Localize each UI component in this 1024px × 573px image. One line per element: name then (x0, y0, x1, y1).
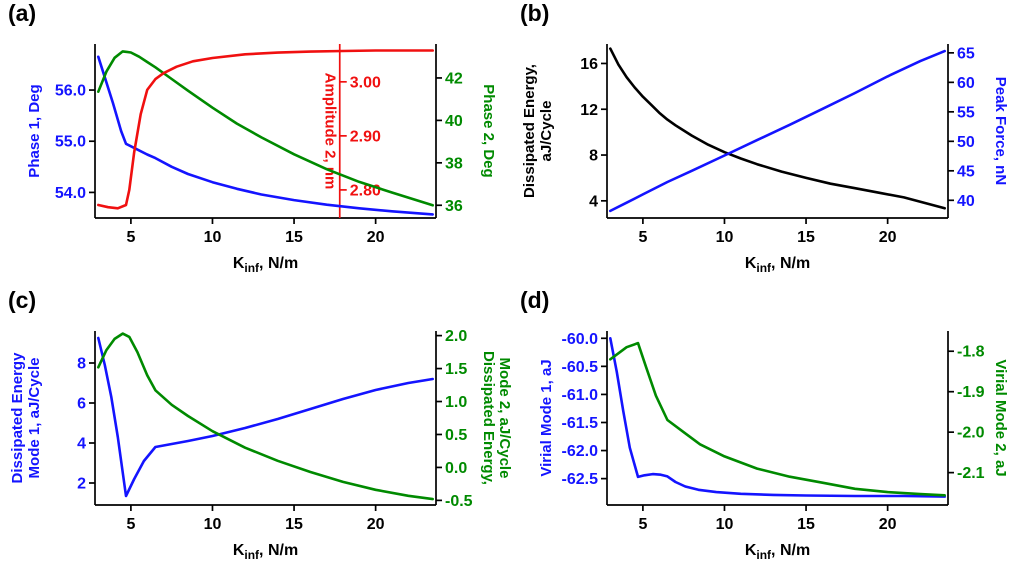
svg-text:10: 10 (716, 516, 734, 533)
svg-text:Peak Force, nN: Peak Force, nN (992, 77, 1009, 185)
svg-text:8: 8 (589, 148, 598, 165)
svg-text:4: 4 (589, 193, 598, 210)
svg-text:20: 20 (367, 229, 385, 246)
svg-text:-1.9: -1.9 (957, 384, 985, 401)
svg-text:12: 12 (580, 102, 598, 119)
svg-text:55: 55 (957, 104, 975, 121)
svg-text:Kinf, N/m: Kinf, N/m (233, 542, 298, 562)
svg-text:aJ/Cycle: aJ/Cycle (538, 101, 555, 162)
panel-label-c: (c) (8, 287, 37, 313)
svg-text:2: 2 (77, 476, 86, 493)
svg-text:15: 15 (797, 516, 815, 533)
svg-text:-60.5: -60.5 (562, 359, 599, 376)
svg-text:-2.0: -2.0 (957, 425, 985, 442)
svg-text:5: 5 (126, 516, 135, 533)
svg-text:-60.0: -60.0 (562, 331, 599, 348)
svg-text:56.0: 56.0 (55, 83, 86, 100)
svg-text:5: 5 (638, 229, 647, 246)
svg-text:Amplitude 2, nm: Amplitude 2, nm (322, 73, 339, 190)
series-virial-mode-1 (609, 336, 947, 498)
series-dissipated-energy-mode-2 (97, 332, 435, 501)
svg-text:6: 6 (77, 396, 86, 413)
svg-text:10: 10 (204, 516, 222, 533)
panel-b: (b) 5 10 15 20 Kinf, N/m 4 8 12 16 Dissipated Ene… (512, 0, 1024, 286)
svg-text:-1.8: -1.8 (957, 344, 985, 361)
svg-text:Mode 1, aJ/Cycle: Mode 1, aJ/Cycle (26, 358, 43, 479)
svg-text:36: 36 (445, 198, 463, 215)
series-dissipated-energy (609, 47, 947, 210)
svg-text:5: 5 (126, 229, 135, 246)
panel-d: (d) 5 10 15 20 Kinf, N/m -62.5 -62.0 -61.5 -61.0… (512, 287, 1024, 573)
svg-text:50: 50 (957, 134, 975, 151)
series-phase-1 (97, 55, 435, 216)
svg-text:-62.5: -62.5 (562, 471, 599, 488)
svg-text:45: 45 (957, 163, 975, 180)
svg-text:42: 42 (445, 70, 463, 87)
svg-text:-0.5: -0.5 (445, 493, 473, 510)
panel-a: (a) 5 10 15 20 Kinf, N/m 54.0 55.0 56.0 Phase 1,… (0, 0, 512, 286)
svg-text:2.90: 2.90 (350, 128, 381, 145)
svg-text:-61.0: -61.0 (562, 387, 599, 404)
series-phase-2 (97, 50, 435, 207)
panel-d-chart: 5 10 15 20 Kinf, N/m -62.5 -62.0 -61.5 -61.0 -60.… (538, 331, 1009, 562)
svg-text:40: 40 (957, 193, 975, 210)
svg-text:Phase 1, Deg: Phase 1, Deg (26, 84, 43, 177)
panel-label-b: (b) (520, 0, 550, 26)
svg-text:0.5: 0.5 (445, 427, 467, 444)
svg-text:3.00: 3.00 (350, 74, 381, 91)
svg-text:10: 10 (204, 229, 222, 246)
svg-text:Kinf, N/m: Kinf, N/m (233, 255, 298, 275)
svg-text:Dissipated Energy: Dissipated Energy (9, 352, 26, 484)
svg-text:-61.5: -61.5 (562, 415, 599, 432)
panel-label-a: (a) (8, 0, 37, 26)
svg-text:20: 20 (879, 516, 897, 533)
series-dissipated-energy-mode-1 (97, 336, 435, 498)
series-peak-force (609, 49, 947, 213)
svg-text:54.0: 54.0 (55, 185, 86, 202)
svg-text:38: 38 (445, 155, 463, 172)
panel-b-chart: 5 10 15 20 Kinf, N/m 4 8 12 16 Dissipated Energy,… (521, 44, 1009, 275)
svg-text:16: 16 (580, 56, 598, 73)
series-virial-mode-2 (609, 341, 947, 497)
svg-text:20: 20 (367, 516, 385, 533)
svg-text:10: 10 (716, 229, 734, 246)
svg-text:1.0: 1.0 (445, 394, 467, 411)
svg-text:Dissipated Energy,: Dissipated Energy, (480, 351, 497, 485)
svg-text:-62.0: -62.0 (562, 443, 599, 460)
svg-text:15: 15 (797, 229, 815, 246)
svg-text:15: 15 (285, 229, 303, 246)
svg-text:5: 5 (638, 516, 647, 533)
svg-text:Kinf, N/m: Kinf, N/m (745, 255, 810, 275)
svg-text:15: 15 (285, 516, 303, 533)
panel-c: (c) 5 10 15 20 Kinf, N/m 2 4 6 8 Dissipated Energ… (0, 287, 512, 573)
svg-text:8: 8 (77, 356, 86, 373)
svg-text:4: 4 (77, 436, 86, 453)
svg-text:Virial Mode 1, aJ: Virial Mode 1, aJ (538, 359, 555, 476)
svg-text:40: 40 (445, 113, 463, 130)
svg-text:Phase 2, Deg: Phase 2, Deg (480, 84, 497, 177)
panel-label-d: (d) (520, 287, 550, 313)
svg-text:65: 65 (957, 45, 975, 62)
svg-text:Mode 2, aJ/Cycle: Mode 2, aJ/Cycle (496, 358, 512, 479)
svg-text:55.0: 55.0 (55, 134, 86, 151)
svg-text:2.0: 2.0 (445, 328, 467, 345)
svg-text:20: 20 (879, 229, 897, 246)
svg-text:Virial Mode 2, aJ: Virial Mode 2, aJ (992, 359, 1009, 476)
svg-text:1.5: 1.5 (445, 361, 467, 378)
svg-text:60: 60 (957, 75, 975, 92)
panel-a-chart: 5 10 15 20 Kinf, N/m 54.0 55.0 56.0 Phase 1, Deg… (26, 44, 497, 275)
svg-text:Dissipated Energy,: Dissipated Energy, (521, 64, 538, 198)
svg-text:0.0: 0.0 (445, 460, 467, 477)
svg-text:Kinf, N/m: Kinf, N/m (745, 542, 810, 562)
svg-text:-2.1: -2.1 (957, 465, 985, 482)
series-amplitude-2 (97, 49, 435, 210)
